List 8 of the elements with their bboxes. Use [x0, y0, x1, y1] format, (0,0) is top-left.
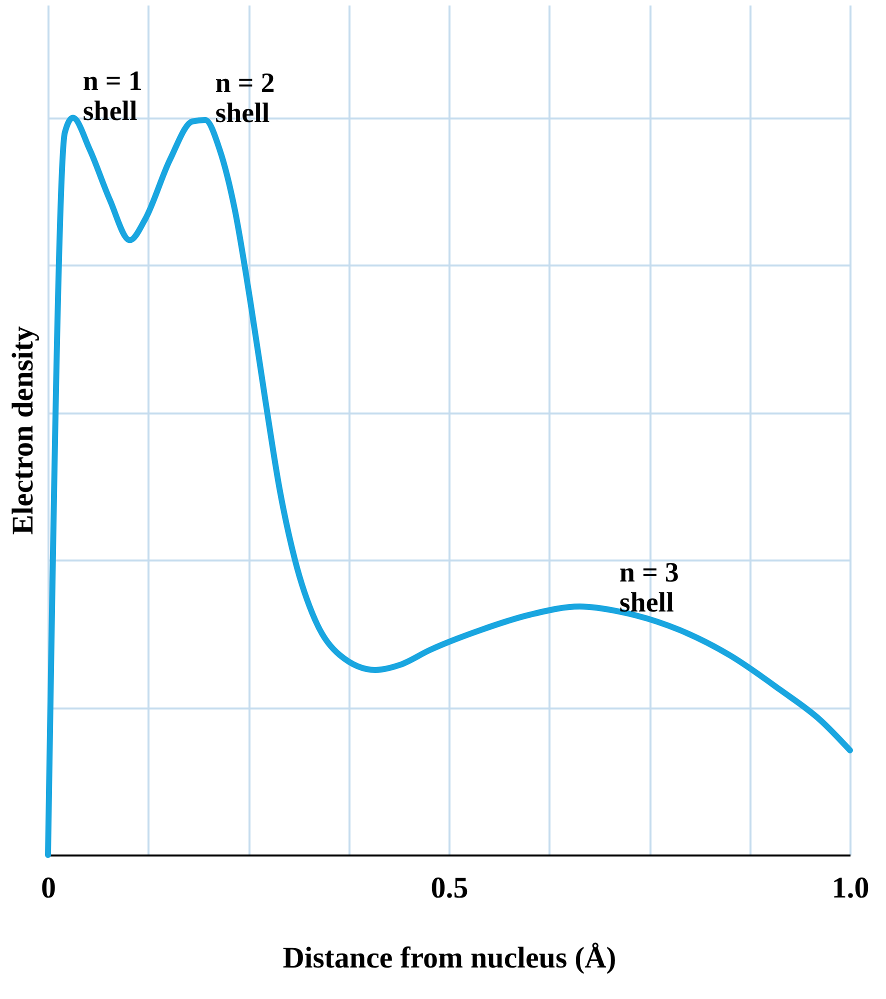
annotation: n = 1 shell [82, 66, 142, 127]
x-tick-label: 1.0 [832, 872, 870, 904]
x-tick-label: 0 [41, 872, 56, 904]
y-axis-title: Electron density [6, 326, 40, 535]
x-axis-title: Distance from nucleus (Å) [282, 942, 616, 974]
x-tick-label: 0.5 [430, 872, 468, 904]
annotation: n = 3 shell [619, 558, 679, 619]
annotation: n = 2 shell [215, 68, 275, 130]
